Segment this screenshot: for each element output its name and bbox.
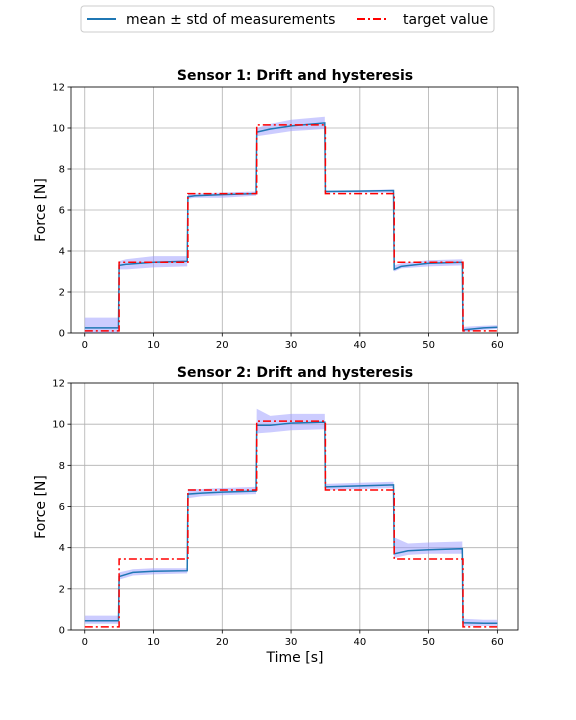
y-tick-label: 6 [59,206,65,217]
y-tick-label: 8 [59,165,65,176]
x-tick-label: 40 [353,340,366,351]
x-tick-label: 50 [422,340,435,351]
y-tick-label: 12 [52,83,65,94]
x-tick-label: 40 [353,637,366,648]
chart-sensor-2: Sensor 2: Drift and hysteresis Force [N]… [33,365,519,666]
axes-frame [70,86,519,334]
axes-frame [70,382,519,631]
y-tick-label: 12 [52,379,65,390]
chart-title: Sensor 2: Drift and hysteresis [177,365,413,381]
legend: mean ± std of measurements target value [80,5,495,33]
y-tick-label: 8 [59,461,65,472]
x-tick-label: 60 [491,340,504,351]
legend-mean-label: mean ± std of measurements [126,12,335,28]
x-tick-label: 20 [216,340,229,351]
x-tick-label: 10 [147,340,160,351]
x-tick-label: 50 [422,637,435,648]
y-tick-label: 6 [59,502,65,513]
y-tick-label: 4 [59,543,65,554]
legend-box [80,5,495,33]
x-tick-label: 10 [147,637,160,648]
x-axis-label: Time [s] [266,650,324,666]
plot-area: 0 10 20 30 40 50 60 0 2 4 6 8 10 12 [52,83,519,351]
x-tick-label: 30 [285,340,298,351]
plot-area: 0 10 20 30 40 50 60 0 2 4 6 8 10 12 [52,379,519,648]
target-line [84,124,498,332]
y-axis-label: Force [N] [33,475,49,539]
x-tick-label: 0 [82,340,88,351]
y-tick-label: 4 [59,247,65,258]
mean-line [84,421,498,624]
x-tick-label: 30 [285,637,298,648]
chart-title: Sensor 1: Drift and hysteresis [177,68,413,84]
y-tick-label: 2 [59,584,65,595]
legend-target-label: target value [403,12,488,28]
chart-sensor-1: Sensor 1: Drift and hysteresis Force [N]… [33,68,519,351]
y-tick-label: 10 [52,124,65,135]
target-line [84,420,498,628]
y-tick-label: 0 [59,329,65,340]
x-tick-label: 0 [82,637,88,648]
y-tick-label: 2 [59,288,65,299]
x-tick-label: 20 [216,637,229,648]
x-tick-label: 60 [491,637,504,648]
y-tick-label: 10 [52,420,65,431]
y-tick-label: 0 [59,626,65,637]
y-axis-label: Force [N] [33,178,49,242]
